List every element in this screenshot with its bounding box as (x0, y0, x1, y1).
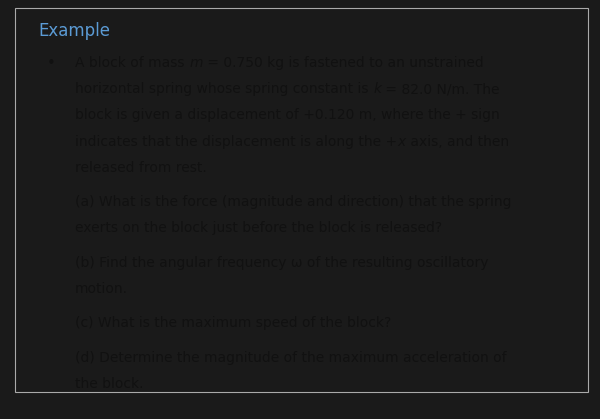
Text: •: • (47, 56, 55, 71)
Text: m: m (189, 56, 203, 70)
Text: exerts on the block just before the block is released?: exerts on the block just before the bloc… (75, 221, 442, 235)
Text: k: k (373, 83, 381, 96)
Text: (a) What is the force (magnitude and direction) that the spring: (a) What is the force (magnitude and dir… (75, 195, 512, 209)
Text: A block of mass: A block of mass (75, 56, 189, 70)
Text: (c) What is the maximum speed of the block?: (c) What is the maximum speed of the blo… (75, 316, 391, 330)
Text: (b) Find the angular frequency ω of the resulting oscillatory: (b) Find the angular frequency ω of the … (75, 256, 488, 270)
Text: the block.: the block. (75, 377, 143, 391)
Text: motion.: motion. (75, 282, 128, 296)
Text: x: x (397, 134, 406, 148)
Text: (d) Determine the magnitude of the maximum acceleration of: (d) Determine the magnitude of the maxim… (75, 351, 507, 365)
Text: block is given a displacement of +0.120 m, where the + sign: block is given a displacement of +0.120 … (75, 109, 500, 122)
Text: horizontal spring whose spring constant is: horizontal spring whose spring constant … (75, 83, 373, 96)
Text: released from rest.: released from rest. (75, 160, 207, 175)
Text: = 0.750 kg is fastened to an unstrained: = 0.750 kg is fastened to an unstrained (203, 56, 483, 70)
Text: axis, and then: axis, and then (406, 134, 509, 148)
Text: indicates that the displacement is along the +: indicates that the displacement is along… (75, 134, 397, 148)
Text: = 82.0 N/m. The: = 82.0 N/m. The (381, 83, 500, 96)
Text: Example: Example (38, 22, 110, 40)
